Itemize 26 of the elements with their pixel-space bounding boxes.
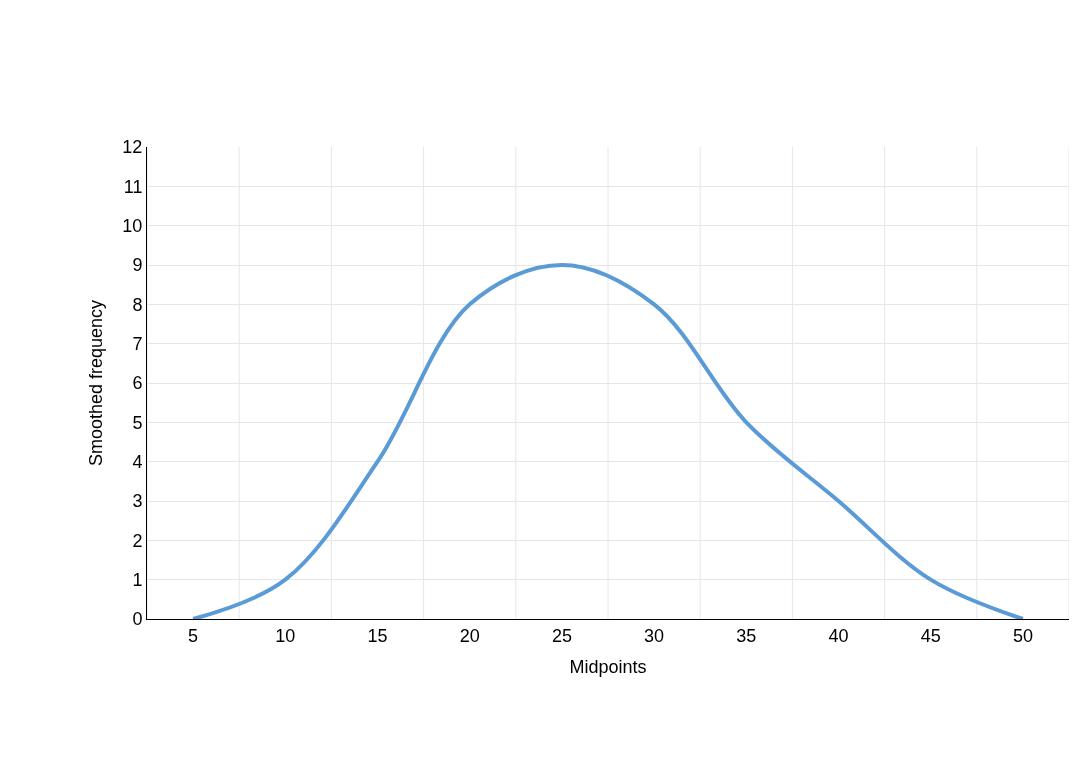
y-tick-label: 4 xyxy=(132,451,143,472)
y-tick-label: 1 xyxy=(132,569,143,590)
y-tick-label: 12 xyxy=(122,137,143,158)
y-tick-label: 7 xyxy=(132,333,143,354)
y-axis-title: Smoothed frequency xyxy=(85,299,106,467)
x-tick-label: 50 xyxy=(1012,625,1033,646)
line-series xyxy=(191,263,1025,619)
x-tick-label: 45 xyxy=(920,625,941,646)
y-tick-label: 6 xyxy=(132,373,143,394)
x-tick-label: 25 xyxy=(551,625,572,646)
y-tick-label: 2 xyxy=(132,530,143,551)
y-tick-label: 0 xyxy=(132,609,143,630)
x-axis-title: Midpoints xyxy=(569,656,647,677)
y-tick-label: 11 xyxy=(123,176,143,197)
x-tick-label: 35 xyxy=(736,625,757,646)
x-tick-label: 5 xyxy=(188,625,199,646)
x-tick-label: 20 xyxy=(459,625,480,646)
y-tick-label: 8 xyxy=(132,294,143,315)
y-tick-label: 10 xyxy=(122,215,143,236)
x-tick-label: 40 xyxy=(828,625,849,646)
y-tick-label: 5 xyxy=(132,412,143,433)
y-tick-label: 3 xyxy=(132,491,143,512)
x-tick-label: 10 xyxy=(275,625,296,646)
x-tick-label: 30 xyxy=(644,625,665,646)
x-tick-label: 15 xyxy=(367,625,388,646)
y-tick-label: 9 xyxy=(132,255,143,276)
